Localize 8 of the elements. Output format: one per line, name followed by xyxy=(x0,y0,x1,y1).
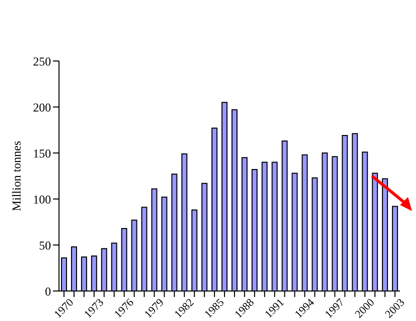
y-tick-label: 50 xyxy=(39,238,51,252)
y-tick-label: 150 xyxy=(33,146,51,160)
y-tick-label: 0 xyxy=(45,284,51,298)
y-tick-label: 250 xyxy=(33,54,51,68)
y-tick-label: 200 xyxy=(33,100,51,114)
y-tick-label: 100 xyxy=(33,192,51,206)
x-tick-label: 1991 xyxy=(262,296,287,321)
y-axis-title: Million tonnes xyxy=(9,140,24,212)
